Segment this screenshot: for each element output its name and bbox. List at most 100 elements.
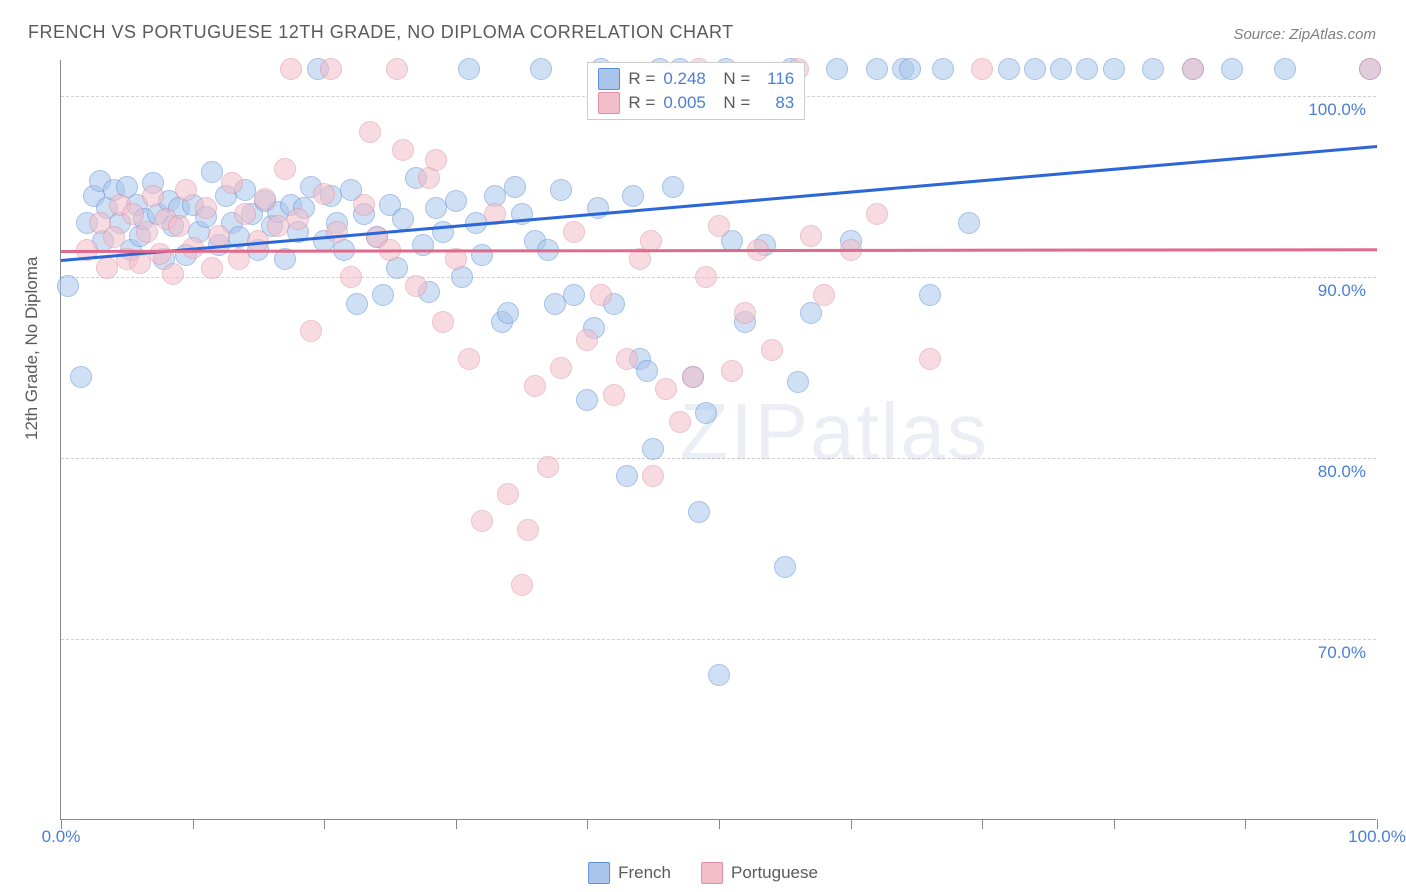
- data-point: [695, 402, 717, 424]
- chart-title: FRENCH VS PORTUGUESE 12TH GRADE, NO DIPL…: [28, 22, 734, 43]
- data-point: [576, 329, 598, 351]
- data-point: [392, 139, 414, 161]
- legend-label-portuguese: Portuguese: [731, 863, 818, 883]
- data-point: [761, 339, 783, 361]
- data-point: [899, 58, 921, 80]
- data-point: [57, 275, 79, 297]
- grid-line: [61, 277, 1376, 278]
- data-point: [287, 208, 309, 230]
- data-point: [445, 190, 467, 212]
- data-point: [688, 501, 710, 523]
- y-tick-label: 100.0%: [1308, 100, 1366, 120]
- data-point: [1076, 58, 1098, 80]
- data-point: [1221, 58, 1243, 80]
- data-point: [866, 203, 888, 225]
- x-tick-label: 100.0%: [1348, 827, 1406, 847]
- x-tick-label: 0.0%: [42, 827, 81, 847]
- data-point: [662, 176, 684, 198]
- data-point: [359, 121, 381, 143]
- data-point: [1103, 58, 1125, 80]
- legend-swatch: [598, 92, 620, 114]
- data-point: [168, 215, 190, 237]
- stat-value-r: 0.005: [663, 91, 715, 115]
- data-point: [353, 194, 375, 216]
- grid-line: [61, 639, 1376, 640]
- data-point: [587, 197, 609, 219]
- data-point: [544, 293, 566, 315]
- data-point: [201, 161, 223, 183]
- data-point: [280, 58, 302, 80]
- data-point: [326, 221, 348, 243]
- data-point: [787, 371, 809, 393]
- legend-bottom: French Portuguese: [588, 862, 818, 884]
- data-point: [274, 158, 296, 180]
- x-tick: [851, 819, 852, 829]
- data-point: [136, 221, 158, 243]
- data-point: [563, 284, 585, 306]
- stat-value-n: 83: [758, 91, 794, 115]
- stat-label-n: N =: [723, 67, 750, 91]
- data-point: [616, 348, 638, 370]
- legend-swatch-portuguese: [701, 862, 723, 884]
- y-tick-label: 90.0%: [1318, 281, 1366, 301]
- data-point: [530, 58, 552, 80]
- correlation-legend-row: R =0.248N =116: [598, 67, 794, 91]
- legend-swatch: [598, 68, 620, 90]
- correlation-legend: R =0.248N =116R = 0.005 N = 83: [587, 62, 805, 120]
- data-point: [425, 197, 447, 219]
- data-point: [800, 302, 822, 324]
- data-point: [590, 284, 612, 306]
- stat-label-r: R =: [628, 91, 655, 115]
- data-point: [550, 357, 572, 379]
- data-point: [497, 483, 519, 505]
- data-point: [504, 176, 526, 198]
- data-point: [162, 263, 184, 285]
- data-point: [458, 348, 480, 370]
- data-point: [537, 456, 559, 478]
- data-point: [208, 225, 230, 247]
- data-point: [517, 519, 539, 541]
- data-point: [655, 378, 677, 400]
- stat-label-r: R =: [628, 67, 655, 91]
- data-point: [642, 465, 664, 487]
- data-point: [346, 293, 368, 315]
- data-point: [313, 183, 335, 205]
- watermark: ZIPatlas: [680, 386, 989, 478]
- data-point: [70, 366, 92, 388]
- data-point: [1274, 58, 1296, 80]
- data-point: [300, 320, 322, 342]
- legend-swatch-french: [588, 862, 610, 884]
- data-point: [919, 284, 941, 306]
- data-point: [372, 284, 394, 306]
- data-point: [386, 58, 408, 80]
- grid-line: [61, 458, 1376, 459]
- data-point: [813, 284, 835, 306]
- data-point: [1050, 58, 1072, 80]
- data-point: [320, 58, 342, 80]
- x-tick: [324, 819, 325, 829]
- data-point: [800, 225, 822, 247]
- data-point: [254, 188, 276, 210]
- legend-label-french: French: [618, 863, 671, 883]
- y-tick-label: 70.0%: [1318, 643, 1366, 663]
- data-point: [267, 215, 289, 237]
- data-point: [958, 212, 980, 234]
- x-tick: [719, 819, 720, 829]
- data-point: [708, 215, 730, 237]
- data-point: [919, 348, 941, 370]
- data-point: [195, 197, 217, 219]
- legend-item-portuguese: Portuguese: [701, 862, 818, 884]
- data-point: [497, 302, 519, 324]
- data-point: [563, 221, 585, 243]
- data-point: [734, 302, 756, 324]
- data-point: [576, 389, 598, 411]
- data-point: [142, 185, 164, 207]
- data-point: [201, 257, 223, 279]
- data-point: [511, 574, 533, 596]
- legend-item-french: French: [588, 862, 671, 884]
- data-point: [603, 384, 625, 406]
- x-tick: [1114, 819, 1115, 829]
- data-point: [175, 179, 197, 201]
- data-point: [96, 257, 118, 279]
- data-point: [234, 203, 256, 225]
